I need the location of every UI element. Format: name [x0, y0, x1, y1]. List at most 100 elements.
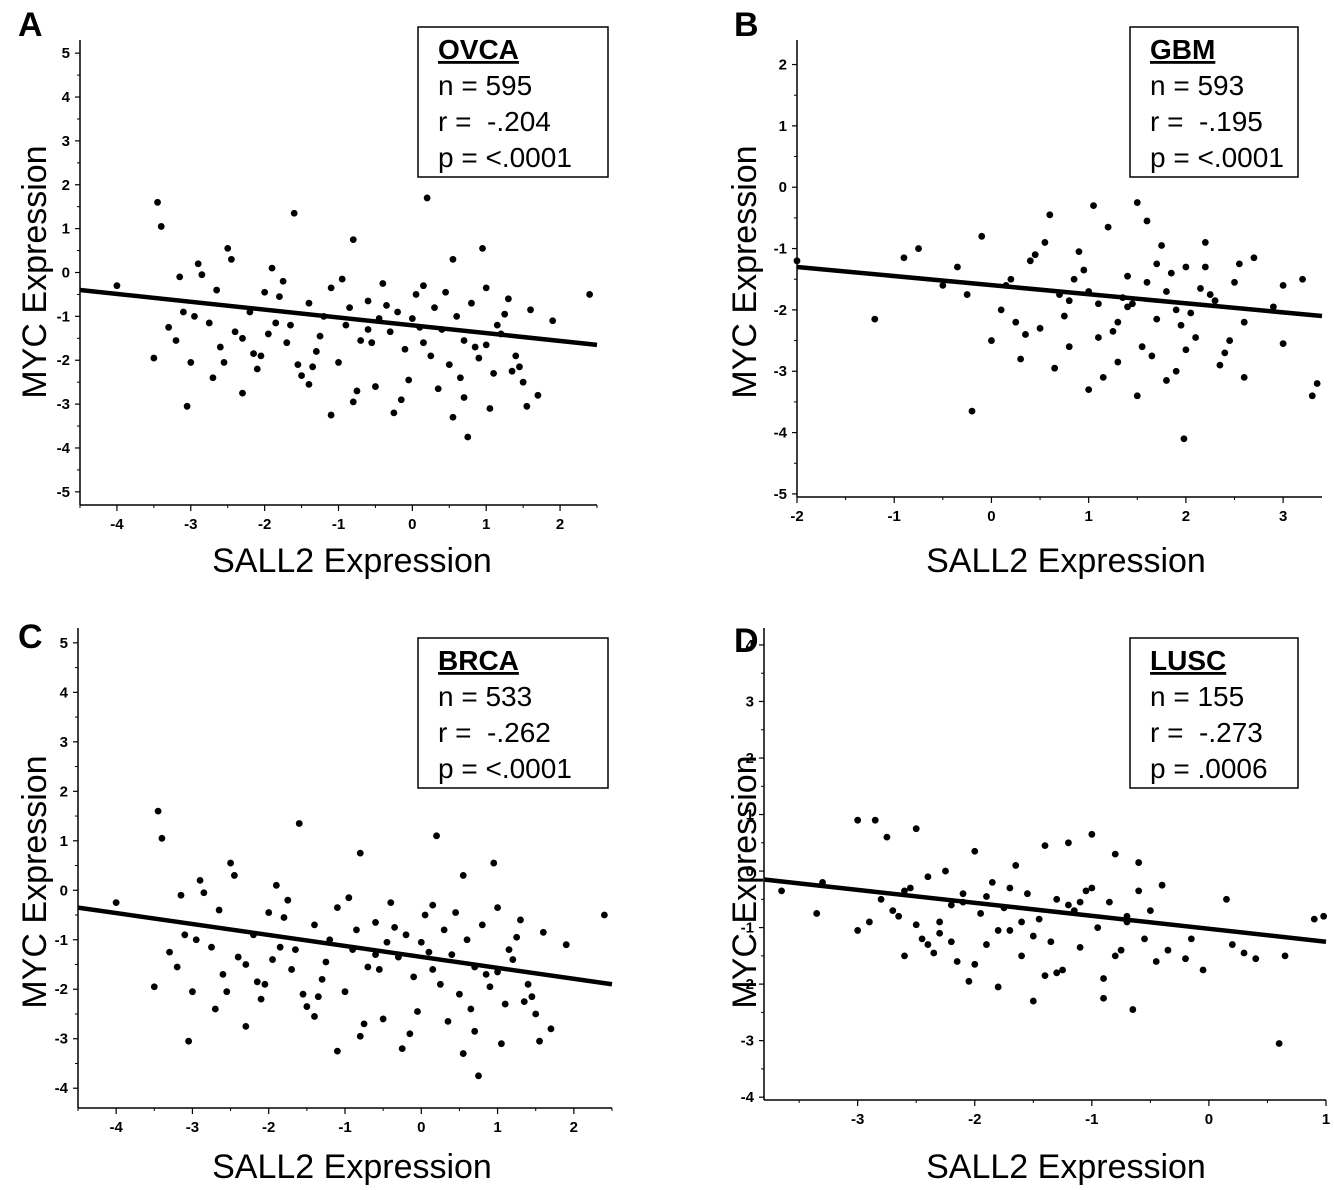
data-point [460, 394, 468, 401]
data-point [213, 286, 221, 294]
data-point [436, 980, 444, 988]
data-point [1053, 969, 1061, 977]
data-point [1153, 260, 1161, 268]
data-point [1138, 343, 1146, 351]
data-point [224, 244, 232, 252]
data-point [364, 326, 372, 333]
data-point [390, 409, 398, 417]
x-tick-label: 0 [1205, 1111, 1213, 1128]
y-tick-label: -3 [55, 1031, 68, 1048]
data-point [977, 910, 985, 917]
data-point [406, 1030, 414, 1038]
x-tick-label: 2 [570, 1119, 578, 1136]
data-point [1006, 927, 1014, 934]
x-tick-label: 1 [482, 516, 490, 533]
data-point [942, 867, 949, 875]
data-point [1281, 952, 1289, 960]
data-point [924, 941, 932, 948]
data-point [346, 304, 353, 311]
data-point [1182, 263, 1190, 271]
data-point [231, 328, 239, 336]
data-point [364, 963, 372, 971]
data-point [314, 993, 322, 1001]
data-point [427, 352, 435, 360]
data-point [1065, 839, 1072, 847]
data-point [1041, 972, 1049, 980]
data-point [1206, 291, 1214, 298]
x-tick-label: 2 [556, 516, 564, 533]
sample-size: n = 533 [438, 681, 532, 712]
data-point [906, 884, 914, 892]
data-point [440, 926, 448, 934]
data-point [316, 332, 324, 340]
data-point [983, 941, 990, 948]
data-point [971, 960, 979, 968]
y-tick-label: 2 [779, 57, 787, 74]
data-point [1158, 881, 1166, 889]
data-point [295, 820, 303, 827]
data-point [1060, 312, 1068, 320]
data-point [520, 998, 528, 1006]
y-tick-label: -1 [774, 241, 787, 258]
sample-size: n = 595 [438, 70, 532, 101]
x-tick-label: -1 [888, 508, 901, 525]
data-point [1201, 239, 1209, 246]
data-point [1017, 355, 1025, 363]
x-tick-label: -2 [258, 516, 271, 533]
data-point [183, 402, 191, 410]
data-point [290, 209, 298, 217]
data-point [303, 1003, 311, 1010]
data-point [417, 938, 425, 946]
data-point [1111, 952, 1119, 960]
data-point [353, 387, 361, 395]
data-point [420, 282, 427, 290]
data-point [1076, 943, 1084, 951]
data-point [988, 878, 996, 886]
data-point [482, 341, 490, 349]
data-point [444, 1018, 452, 1025]
data-point [1133, 199, 1141, 206]
data-point [1094, 300, 1102, 308]
data-point [1187, 309, 1195, 317]
data-point [1231, 278, 1238, 286]
data-point [519, 378, 527, 386]
data-point [1152, 958, 1160, 965]
x-tick-label: -1 [1085, 1111, 1098, 1128]
y-tick-label: 0 [62, 265, 70, 282]
y-tick-label: -3 [741, 1033, 754, 1050]
x-tick-label: -4 [110, 516, 124, 533]
regression-line [79, 287, 598, 348]
data-point [475, 1072, 482, 1080]
data-point [1299, 275, 1306, 283]
data-point [1082, 887, 1090, 895]
data-point [994, 927, 1002, 934]
data-point [524, 980, 532, 988]
y-tick-label: 2 [62, 177, 70, 194]
data-point [298, 372, 305, 379]
data-point [398, 1045, 406, 1053]
data-point [372, 919, 379, 926]
data-point [527, 306, 534, 314]
data-point [1053, 895, 1061, 903]
data-point [1065, 901, 1072, 909]
x-axis-label: SALL2 Expression [926, 542, 1206, 580]
data-point [372, 383, 379, 390]
data-point [1143, 217, 1151, 225]
data-point [449, 255, 457, 263]
data-point [854, 927, 862, 934]
stats-box [417, 637, 609, 789]
data-point [1250, 254, 1258, 262]
data-point [429, 966, 437, 973]
data-point [379, 280, 387, 287]
data-point [456, 374, 464, 382]
data-point [467, 1005, 475, 1013]
data-point [1007, 275, 1015, 283]
x-tick-label: -3 [851, 1111, 864, 1128]
data-point [431, 304, 438, 311]
data-point [1114, 358, 1122, 366]
data-point [456, 990, 463, 998]
data-point [539, 928, 547, 936]
data-point [1172, 367, 1180, 375]
data-point [284, 896, 292, 904]
